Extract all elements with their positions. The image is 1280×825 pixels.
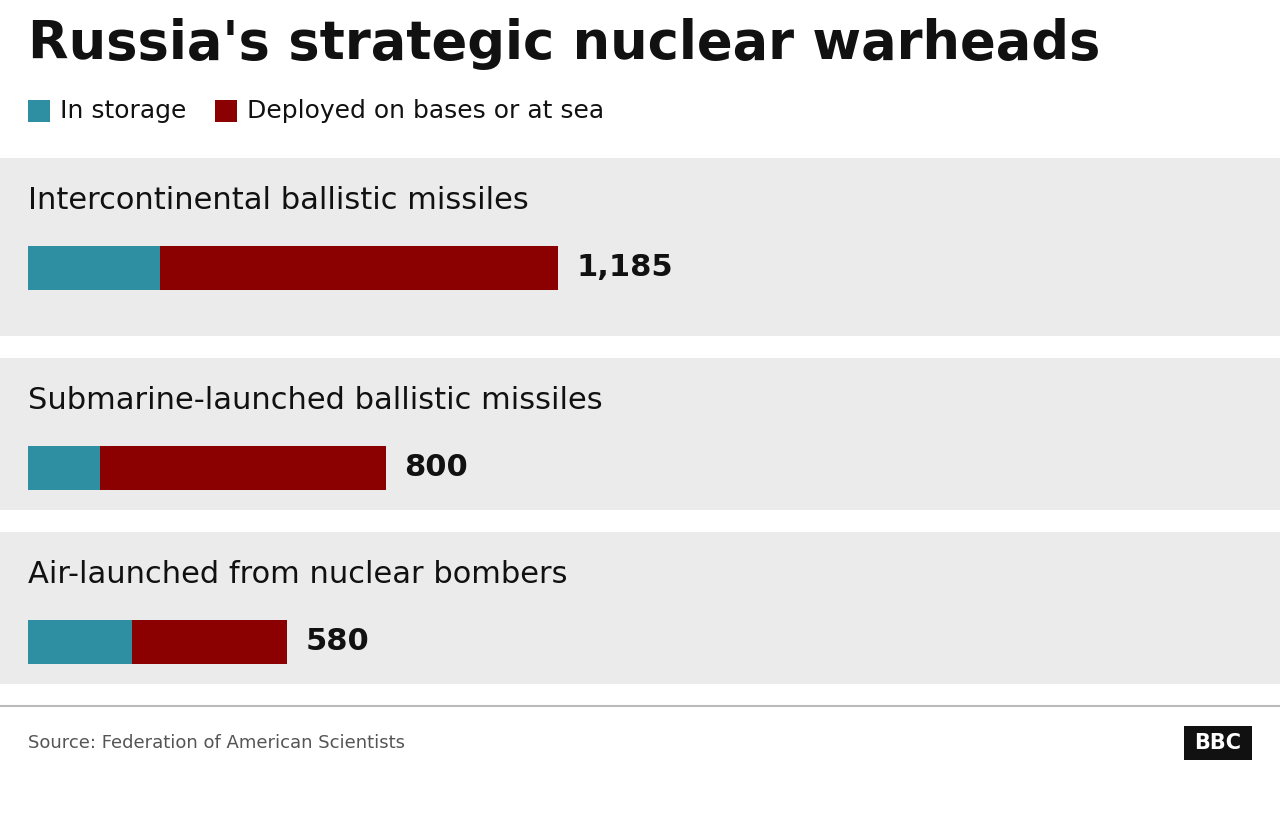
Text: Submarine-launched ballistic missiles: Submarine-launched ballistic missiles [28, 386, 603, 415]
Bar [160, 246, 558, 290]
Bar [0, 532, 1280, 684]
Text: 580: 580 [306, 628, 369, 657]
Bar [28, 100, 50, 122]
Bar [28, 446, 100, 490]
Text: Russia's strategic nuclear warheads: Russia's strategic nuclear warheads [28, 18, 1101, 70]
Text: Source: Federation of American Scientists: Source: Federation of American Scientist… [28, 734, 404, 752]
Bar [28, 620, 132, 664]
Bar [28, 246, 160, 290]
Text: BBC: BBC [1194, 733, 1242, 753]
Bar [132, 620, 288, 664]
Bar [1184, 726, 1252, 760]
Bar [0, 358, 1280, 510]
Text: Deployed on bases or at sea: Deployed on bases or at sea [247, 99, 604, 123]
Bar [0, 158, 1280, 336]
Bar [215, 100, 237, 122]
Text: 800: 800 [403, 454, 467, 483]
Bar [100, 446, 385, 490]
Text: 1,185: 1,185 [576, 253, 672, 282]
Text: Air-launched from nuclear bombers: Air-launched from nuclear bombers [28, 560, 567, 589]
Text: Intercontinental ballistic missiles: Intercontinental ballistic missiles [28, 186, 529, 215]
Text: In storage: In storage [60, 99, 187, 123]
